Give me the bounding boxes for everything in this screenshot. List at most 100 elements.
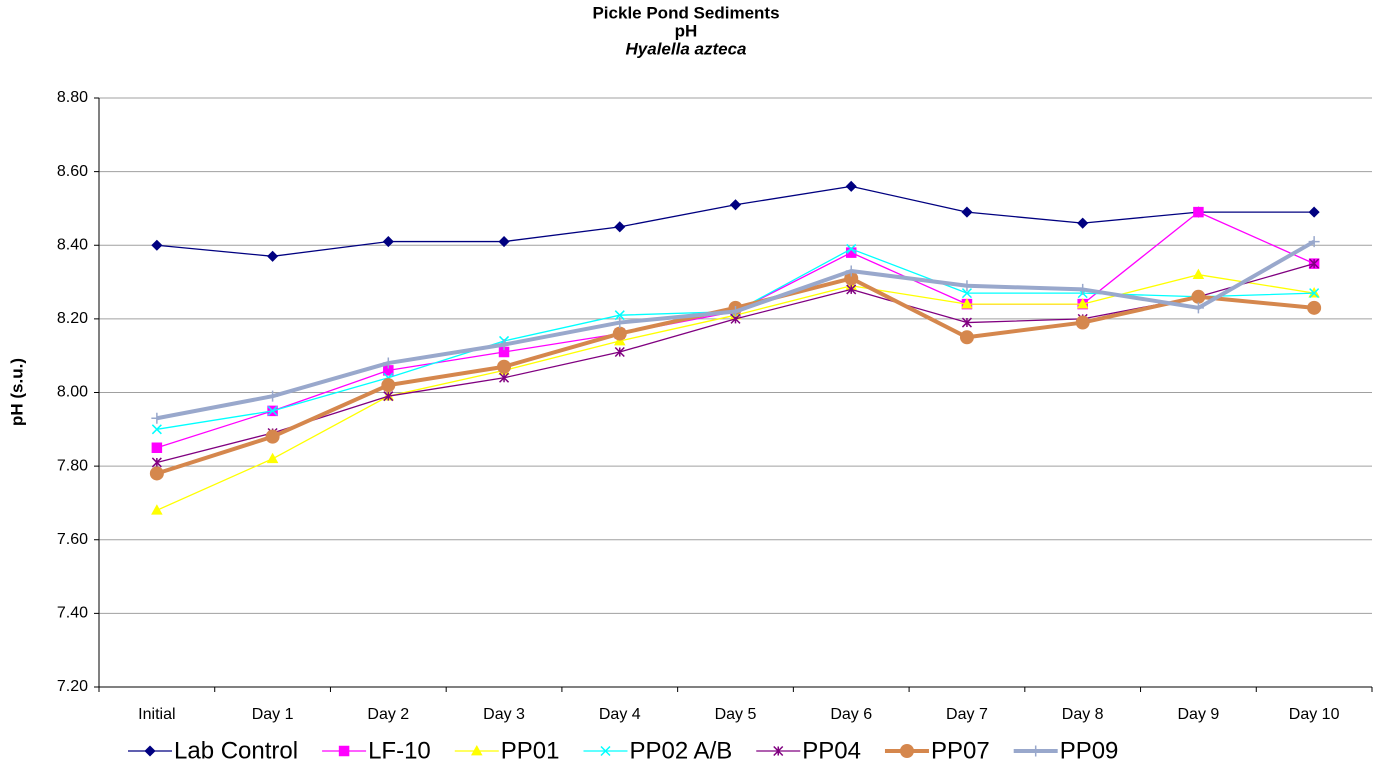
y-tick-label: 7.60 (57, 531, 88, 548)
y-tick-label: 8.40 (57, 236, 88, 253)
marker (1191, 289, 1206, 304)
marker (499, 372, 510, 383)
x-tick-label: Day 8 (1062, 706, 1104, 723)
marker (382, 357, 394, 369)
marker (614, 310, 625, 321)
marker (1309, 288, 1320, 299)
marker (1076, 298, 1089, 309)
y-tick-label: 8.80 (57, 89, 88, 106)
marker (846, 284, 857, 295)
series-line (156, 185, 1315, 257)
x-tick-label: Day 7 (946, 706, 988, 723)
marker (498, 339, 510, 351)
legend-label: PP04 (802, 737, 861, 764)
marker (773, 745, 784, 757)
marker (600, 745, 611, 757)
series-line (156, 239, 1316, 421)
marker (846, 243, 857, 254)
marker (151, 412, 163, 424)
marker (151, 442, 163, 453)
legend-item: Lab Control (128, 737, 298, 764)
y-axis-label: pH (s.u.) (7, 358, 26, 426)
y-tick-label: 7.40 (57, 605, 88, 622)
marker (383, 391, 394, 402)
x-tick-label: Day 6 (830, 706, 872, 723)
x-tick-label: Day 3 (483, 706, 525, 723)
marker (1030, 745, 1042, 757)
marker (614, 346, 625, 358)
y-tick-label: 8.60 (57, 163, 88, 180)
legend-item: PP01 (454, 737, 560, 764)
marker (383, 365, 394, 376)
marker (498, 346, 510, 358)
marker (265, 429, 280, 444)
marker (614, 317, 626, 329)
marker (961, 288, 972, 299)
marker (845, 265, 857, 277)
marker (1075, 315, 1090, 330)
marker (1307, 300, 1322, 315)
y-tick-label: 8.20 (57, 310, 88, 327)
x-tick-label: Initial (138, 706, 175, 723)
marker (381, 378, 396, 393)
marker (1193, 206, 1204, 218)
marker (1077, 283, 1089, 295)
marker (151, 457, 162, 468)
marker (959, 330, 974, 345)
marker (382, 236, 394, 248)
marker (961, 298, 973, 309)
legend-label: PP01 (501, 737, 560, 764)
marker (1309, 258, 1320, 269)
x-tick-label: Day 10 (1289, 706, 1340, 723)
x-tick-label: Day 1 (252, 706, 294, 723)
x-tick-label: Day 4 (599, 706, 641, 723)
legend-item: PP04 (756, 737, 861, 764)
marker (1192, 268, 1205, 280)
chart-species: Hyalella azteca (626, 39, 747, 58)
marker (729, 199, 742, 211)
legend-label: PP02 A/B (630, 737, 733, 764)
marker (144, 745, 156, 757)
x-tick-label: Day 5 (715, 706, 757, 723)
marker (899, 744, 914, 758)
marker (151, 239, 163, 251)
marker (338, 745, 350, 757)
marker (961, 280, 973, 292)
marker (149, 466, 164, 481)
marker (1077, 217, 1089, 229)
marker (151, 504, 163, 515)
y-tick-label: 8.00 (57, 384, 88, 401)
marker (471, 744, 483, 756)
y-tick-label: 7.20 (57, 678, 88, 695)
legend-item: PP09 (1013, 737, 1119, 764)
legend-label: PP09 (1060, 737, 1119, 764)
marker (267, 405, 278, 416)
chart-title: Pickle Pond Sediments (592, 3, 779, 22)
series-line (156, 263, 1315, 464)
marker (1308, 206, 1320, 218)
chart-subtitle: pH (675, 21, 698, 40)
legend-label: LF-10 (368, 737, 431, 764)
marker (961, 317, 972, 328)
y-tick-label: 7.80 (57, 457, 88, 474)
legend-item: LF-10 (322, 737, 431, 764)
marker (614, 221, 626, 233)
legend-item: PP02 A/B (583, 737, 733, 764)
legend-label: PP07 (931, 737, 990, 764)
marker (730, 306, 741, 318)
marker (498, 236, 510, 248)
marker (1308, 236, 1320, 248)
marker (1192, 302, 1204, 314)
marker (151, 424, 162, 435)
marker (845, 180, 857, 192)
marker (267, 390, 279, 402)
x-tick-label: Day 9 (1178, 706, 1220, 723)
legend-label: Lab Control (174, 737, 298, 764)
x-tick-label: Day 2 (367, 706, 409, 723)
series-line (156, 248, 1315, 430)
marker (497, 359, 512, 374)
marker (267, 250, 279, 262)
marker (844, 271, 859, 286)
marker (266, 452, 279, 464)
